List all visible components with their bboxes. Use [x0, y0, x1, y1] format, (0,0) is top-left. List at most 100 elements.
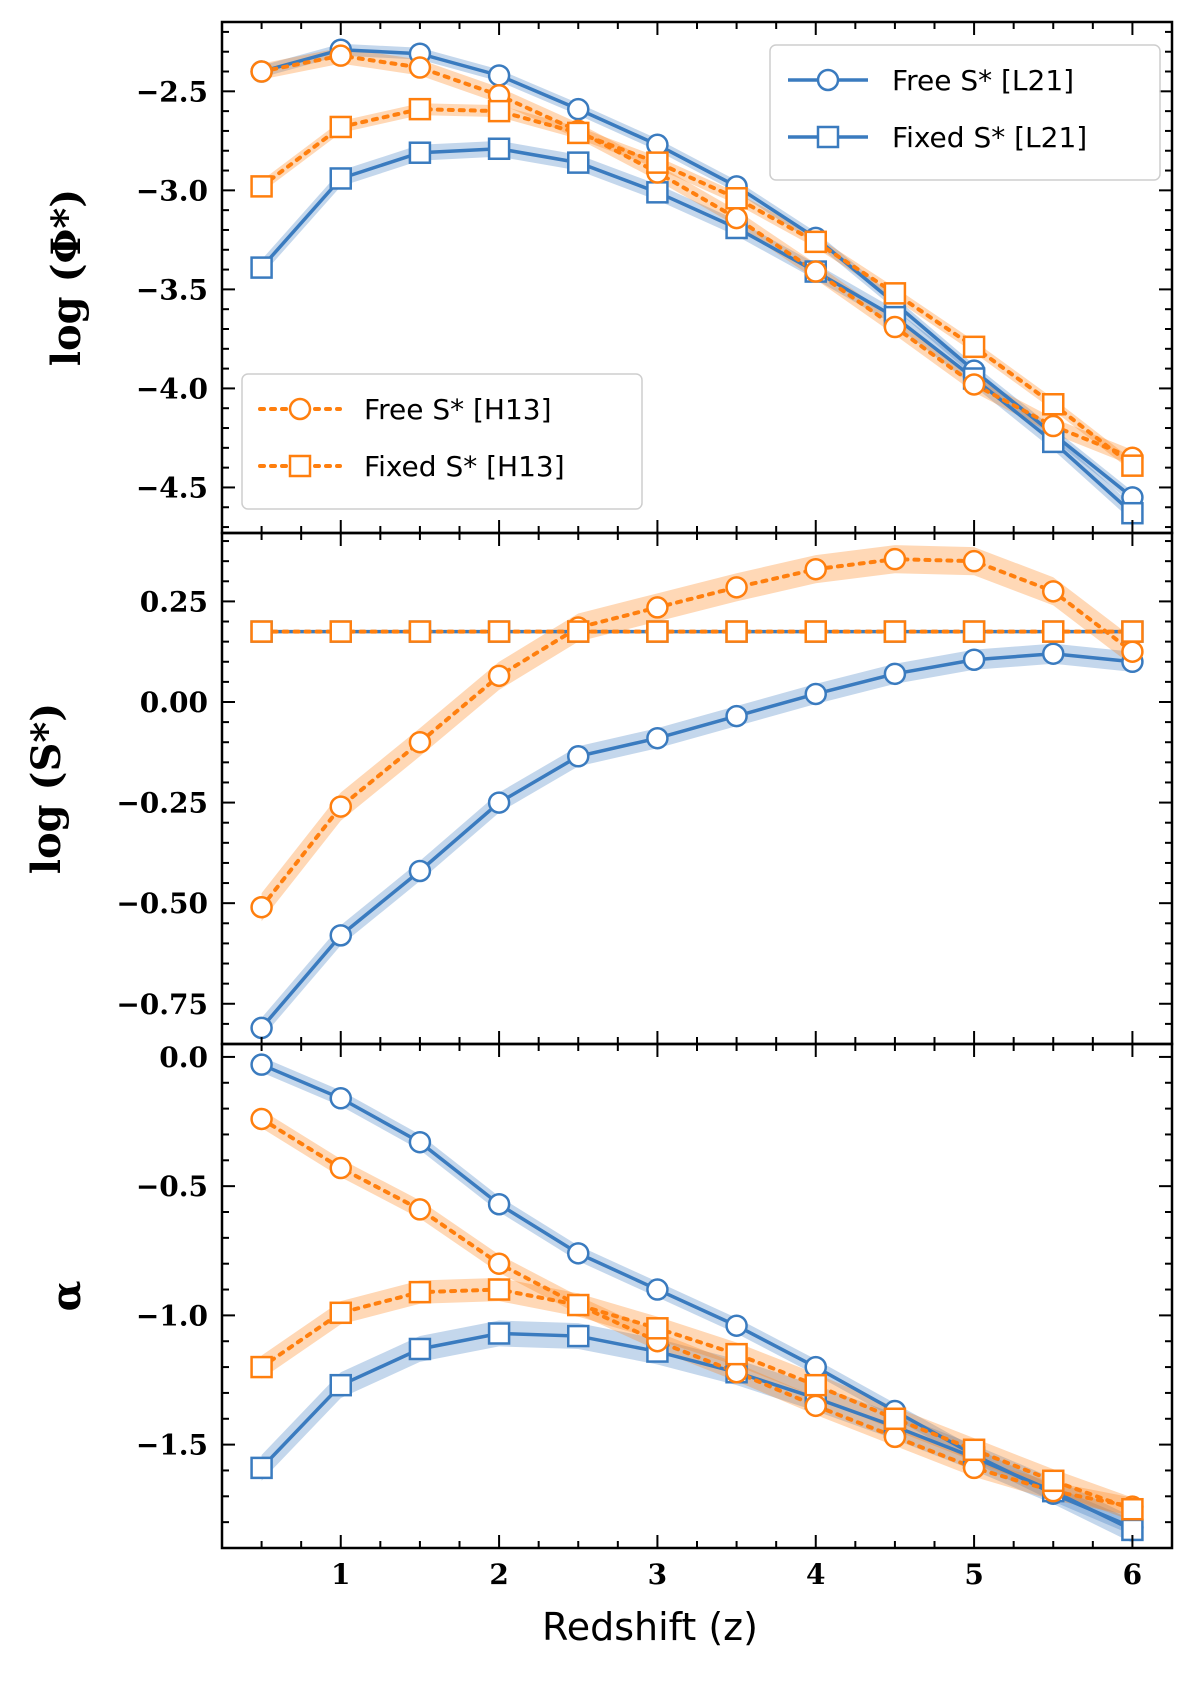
x-axis-label: Redshift (z): [542, 1605, 758, 1649]
data-point: [883, 547, 907, 571]
data-point: [487, 620, 511, 643]
data-point: [250, 895, 273, 919]
legend-label: Fixed S* [L21]: [892, 121, 1087, 154]
data-point: [962, 1438, 986, 1462]
plot-area: [250, 1053, 1144, 1543]
data-point: [1121, 1497, 1144, 1521]
data-point: [487, 1322, 511, 1345]
data-point: [329, 44, 352, 67]
data-point: [646, 1278, 669, 1301]
y-axis-label: log (Φ*): [43, 189, 90, 366]
data-point: [1121, 620, 1144, 643]
uncertainty-band: [261, 545, 1133, 922]
data-point: [408, 97, 432, 121]
data-point: [329, 795, 352, 818]
series-line: [260, 651, 1133, 1030]
legend-label: Fixed S* [H13]: [364, 450, 565, 483]
legend: Free S* [L21] Fixed S* [L21]: [769, 44, 1161, 181]
legend-label: Free S* [L21]: [892, 64, 1074, 97]
data-point: [646, 181, 669, 204]
data-point: [1121, 640, 1144, 663]
data-point: [567, 745, 590, 768]
data-point: [725, 1314, 748, 1337]
data-point: [646, 1317, 669, 1340]
data-point: [487, 1252, 511, 1275]
data-point: [250, 256, 273, 279]
panel-top: −2.5 −3.0 −3.5 −4.0 −4.5 log (Φ*): [43, 20, 1174, 535]
data-point: [408, 1280, 432, 1304]
panel-bottom: 0.0 −0.5 −1.0 −1.5 α 1 2 3 4 5 6: [43, 1041, 1174, 1591]
uncertainty-band: [261, 1056, 1133, 1536]
y-axis-label: α: [43, 1281, 90, 1312]
data-point: [804, 1373, 827, 1397]
data-point: [804, 557, 827, 581]
data-point: [1121, 454, 1144, 477]
y-tick-label: −4.5: [136, 471, 208, 504]
data-point: [1042, 580, 1065, 603]
plot-area: [250, 38, 1144, 525]
data-point: [408, 1130, 432, 1154]
data-point: [329, 1373, 352, 1397]
legend-marker: [816, 125, 840, 149]
data-point: [250, 1456, 273, 1480]
data-point: [408, 1337, 432, 1361]
data-point: [804, 230, 827, 254]
legend-marker: [288, 454, 312, 478]
data-point: [250, 60, 273, 83]
data-point: [329, 1087, 352, 1110]
data-point: [250, 1053, 273, 1076]
data-point: [408, 141, 432, 164]
data-point: [250, 1016, 273, 1040]
y-tick-label: −1.0: [136, 1299, 208, 1332]
data-point: [329, 1156, 352, 1180]
data-point: [804, 620, 827, 643]
data-point: [408, 620, 432, 643]
y-tick-label: −0.25: [116, 787, 208, 820]
data-point: [487, 1192, 511, 1216]
data-point: [250, 1107, 273, 1131]
data-point: [567, 151, 590, 174]
data-point: [408, 1198, 432, 1221]
series-line: [259, 53, 1135, 460]
data-point: [567, 121, 590, 145]
y-tick-label: −4.0: [136, 372, 208, 405]
legend-label: Free S* [H13]: [364, 393, 552, 426]
y-tick-label: −1.5: [136, 1429, 208, 1462]
data-point: [646, 620, 669, 643]
uncertainty-band: [261, 1320, 1133, 1543]
y-tick-label: 0.25: [140, 585, 208, 618]
data-point: [962, 373, 986, 396]
data-point: [567, 1293, 590, 1317]
data-point: [1042, 1469, 1065, 1493]
series-line: [259, 107, 1135, 468]
uncertainty-band: [261, 103, 1133, 472]
data-point: [962, 549, 986, 573]
data-point: [725, 576, 748, 599]
data-point: [329, 115, 352, 139]
data-point: [962, 648, 986, 671]
x-tick-label: 1: [331, 1558, 350, 1591]
y-tick-label: −0.75: [116, 988, 208, 1021]
series-line: [261, 47, 1134, 499]
x-tick-label: 3: [648, 1558, 667, 1591]
data-point: [329, 620, 352, 643]
x-tick-label: 6: [1123, 1558, 1142, 1591]
data-point: [646, 596, 669, 619]
data-point: [250, 620, 273, 643]
data-point: [725, 187, 748, 210]
series-line: [259, 1116, 1135, 1509]
y-tick-label: −3.5: [136, 273, 208, 306]
data-point: [329, 1301, 352, 1325]
data-point: [250, 1355, 273, 1379]
data-point: [487, 137, 511, 161]
data-point: [1042, 414, 1065, 438]
data-point: [329, 167, 352, 190]
plot-area: [250, 545, 1144, 1040]
legend-frame: [241, 373, 643, 510]
data-point: [408, 56, 432, 79]
data-point: [646, 151, 669, 174]
series-line: [260, 1331, 1134, 1532]
data-point: [487, 791, 511, 814]
data-point: [487, 664, 511, 688]
data-point: [567, 1324, 590, 1348]
